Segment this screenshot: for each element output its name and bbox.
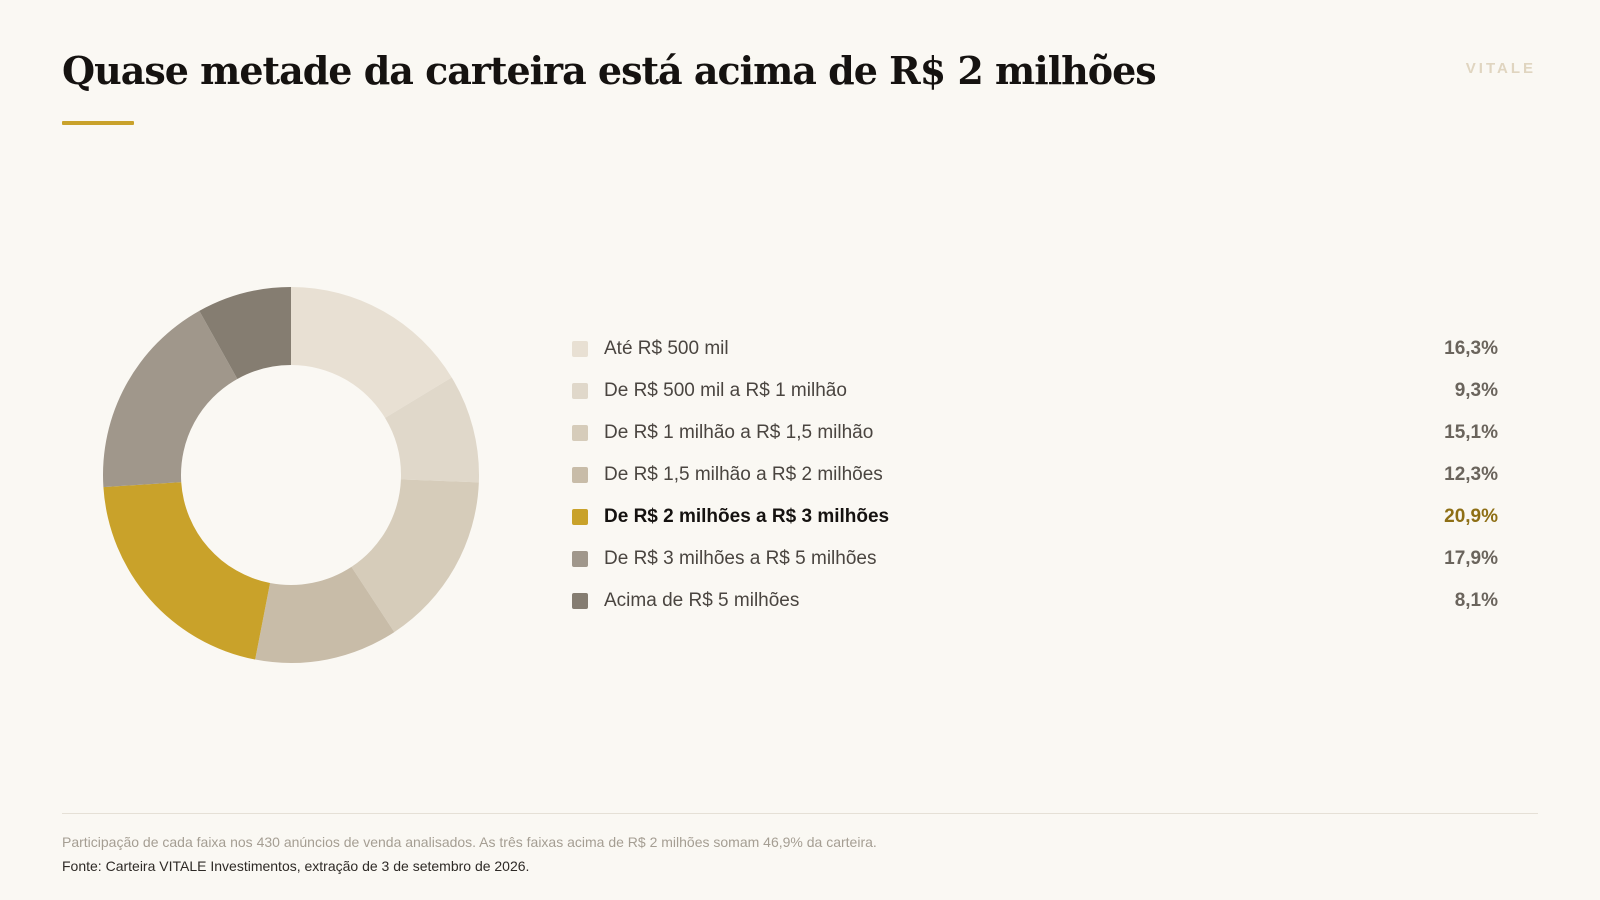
donut-slice (291, 287, 452, 418)
legend-swatch (572, 593, 588, 609)
data-label: 8,1% (1454, 590, 1498, 611)
legend-swatch (572, 551, 588, 567)
donut-slice (103, 310, 238, 488)
data-label: 9,3% (1454, 380, 1498, 401)
chart-legend: Até R$ 500 mil 16,3% De R$ 500 mil a R$ 1 … (572, 328, 1498, 622)
legend-item: De R$ 1,5 milhão a R$ 2 milhões 12,3% (572, 454, 1498, 496)
data-label: 12,3% (1444, 464, 1498, 485)
legend-item: Até R$ 500 mil 16,3% (572, 328, 1498, 370)
legend-item: De R$ 2 milhões a R$ 3 milhões 20,9% (572, 496, 1498, 538)
legend-label: De R$ 500 mil a R$ 1 milhão (604, 380, 847, 401)
donut-slice (351, 479, 479, 633)
data-label: 20,9% (1444, 506, 1498, 527)
footnote: Participação de cada faixa nos 430 anúnc… (62, 834, 877, 850)
legend-item: De R$ 500 mil a R$ 1 milhão 9,3% (572, 370, 1498, 412)
data-label: 16,3% (1444, 338, 1498, 359)
page-title: Quase metade da carteira está acima de R… (62, 48, 1157, 93)
donut-chart (103, 287, 479, 663)
legend-label: Até R$ 500 mil (604, 338, 729, 359)
data-label: 15,1% (1444, 422, 1498, 443)
legend-label: De R$ 2 milhões a R$ 3 milhões (604, 506, 890, 527)
donut-slice (103, 482, 271, 660)
legend-swatch (572, 425, 588, 441)
legend-swatch (572, 383, 588, 399)
legend-label: De R$ 1 milhão a R$ 1,5 milhão (604, 422, 874, 443)
source-note: Fonte: Carteira VITALE Investimentos, ex… (62, 858, 530, 874)
brand-logo: VITALE (1465, 60, 1536, 77)
legend-swatch (572, 509, 588, 525)
data-label: 17,9% (1444, 548, 1498, 569)
donut-slice (199, 287, 291, 379)
legend-label: Acima de R$ 5 milhões (604, 590, 800, 611)
footer-divider (62, 813, 1538, 814)
donut-slice (385, 377, 479, 483)
title-accent-rule (62, 121, 134, 125)
legend-label: De R$ 3 milhões a R$ 5 milhões (604, 548, 877, 569)
legend-swatch (572, 467, 588, 483)
legend-swatch (572, 341, 588, 357)
legend-item: Acima de R$ 5 milhões 8,1% (572, 580, 1498, 622)
legend-label: De R$ 1,5 milhão a R$ 2 milhões (604, 464, 883, 485)
donut-slice (255, 566, 395, 663)
legend-item: De R$ 1 milhão a R$ 1,5 milhão 15,1% (572, 412, 1498, 454)
legend-item: De R$ 3 milhões a R$ 5 milhões 17,9% (572, 538, 1498, 580)
